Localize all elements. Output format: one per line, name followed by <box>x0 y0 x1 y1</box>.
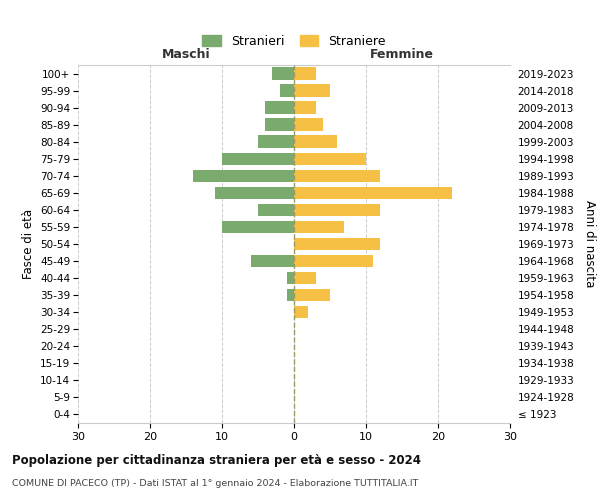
Bar <box>294 272 316 284</box>
Bar <box>265 118 294 130</box>
Bar <box>294 204 380 216</box>
Text: COMUNE DI PACECO (TP) - Dati ISTAT al 1° gennaio 2024 - Elaborazione TUTTITALIA.: COMUNE DI PACECO (TP) - Dati ISTAT al 1°… <box>12 479 418 488</box>
Bar <box>265 102 294 114</box>
Bar <box>215 186 294 199</box>
Bar <box>294 102 316 114</box>
Bar <box>294 170 380 182</box>
Bar <box>294 288 330 301</box>
Bar <box>294 186 452 199</box>
Text: Popolazione per cittadinanza straniera per età e sesso - 2024: Popolazione per cittadinanza straniera p… <box>12 454 421 467</box>
Bar <box>222 152 294 165</box>
Bar <box>272 68 294 80</box>
Bar <box>294 84 330 96</box>
Y-axis label: Fasce di età: Fasce di età <box>22 208 35 279</box>
Bar <box>258 204 294 216</box>
Legend: Stranieri, Straniere: Stranieri, Straniere <box>196 28 392 54</box>
Y-axis label: Anni di nascita: Anni di nascita <box>583 200 596 288</box>
Bar <box>294 152 366 165</box>
Bar <box>280 84 294 96</box>
Text: Maschi: Maschi <box>161 48 211 62</box>
Bar <box>294 238 380 250</box>
Bar <box>287 272 294 284</box>
Bar <box>294 136 337 147</box>
Bar <box>287 288 294 301</box>
Text: Femmine: Femmine <box>370 48 434 62</box>
Bar <box>294 220 344 233</box>
Bar <box>294 254 373 267</box>
Bar <box>251 254 294 267</box>
Bar <box>294 68 316 80</box>
Bar <box>294 118 323 130</box>
Bar <box>193 170 294 182</box>
Bar <box>258 136 294 147</box>
Bar <box>222 220 294 233</box>
Bar <box>294 306 308 318</box>
